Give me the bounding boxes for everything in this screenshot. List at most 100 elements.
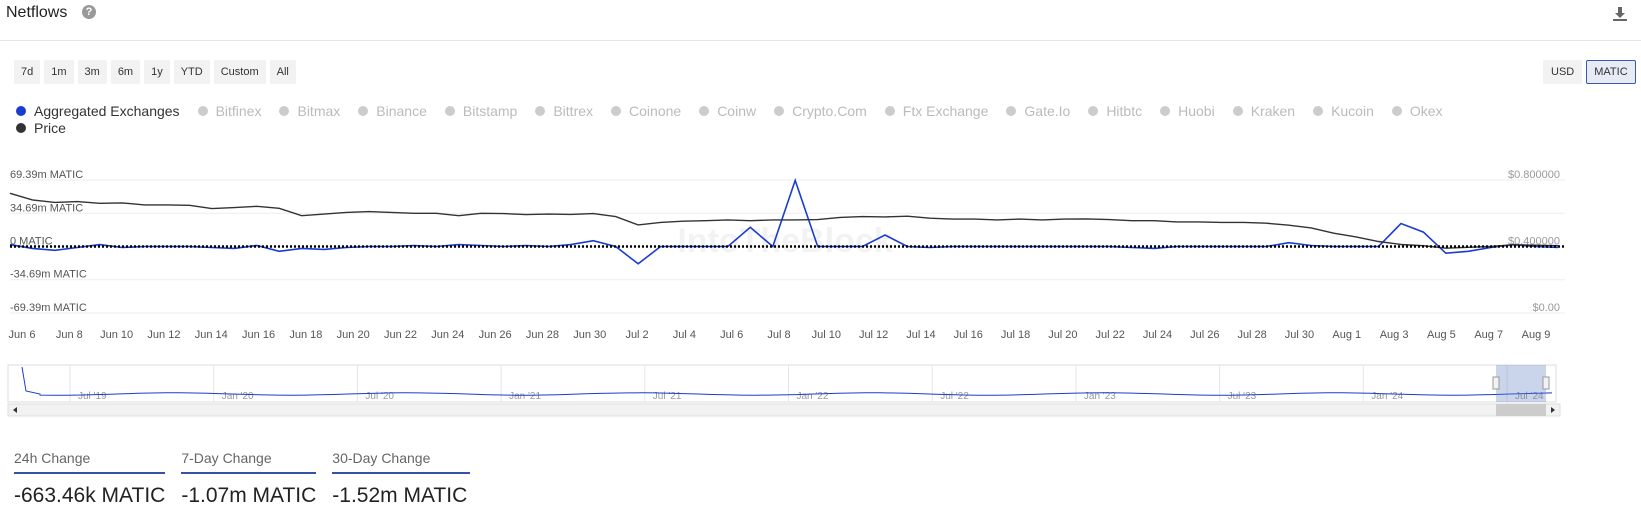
navigator-handle[interactable] (1492, 376, 1500, 390)
legend-item[interactable]: Bitmax (279, 103, 340, 119)
legend-item[interactable]: Coinone (611, 103, 681, 119)
y-left-tick-label: -69.39m MATIC (10, 302, 87, 314)
y-right-tick-label: $0.00 (1532, 302, 1560, 314)
x-tick-label: Jul 16 (954, 329, 983, 341)
range-1y-button[interactable]: 1y (144, 60, 170, 84)
navigator-chart[interactable]: Jul '19 Jan '20 Jul '20 Jan '21 Jul '21 Jan '… (0, 363, 1641, 418)
legend-label: Bittrex (553, 103, 594, 119)
y-left-tick-label: 0 MATIC (10, 236, 53, 248)
legend-item[interactable]: Hitbtc (1088, 103, 1142, 119)
legend-label: Bitstamp (462, 103, 518, 119)
legend-label: Coinw (717, 103, 757, 119)
range-ytd-button[interactable]: YTD (173, 60, 210, 84)
x-tick-label: Jul 24 (1143, 329, 1172, 341)
download-icon[interactable] (1612, 6, 1628, 22)
unit-matic-button[interactable]: MATIC (1586, 60, 1636, 84)
range-6m-button[interactable]: 6m (110, 60, 141, 84)
legend-item[interactable]: Coinw (699, 103, 756, 119)
x-tick-label: Jun 16 (242, 329, 275, 341)
legend-item[interactable]: Crypto.Com (774, 103, 867, 119)
y-left-tick-label: 34.69m MATIC (10, 202, 83, 214)
x-tick-label: Jul 20 (1048, 329, 1077, 341)
legend-item[interactable]: Aggregated Exchanges (16, 103, 180, 119)
x-tick-label: Jun 30 (573, 329, 606, 341)
legend-item[interactable]: Ftx Exchange (884, 103, 989, 119)
navigator-tick-label: Jul '22 (940, 391, 969, 402)
x-tick-label: Jun 8 (56, 329, 83, 341)
legend-item[interactable]: Okex (1391, 103, 1443, 119)
main-chart: IntoTheBlock 69.39m MATIC 34.69m MATIC 0 MA… (9, 170, 1565, 341)
range-all-button[interactable]: All (269, 60, 296, 84)
legend-dot-icon (1391, 106, 1402, 116)
legend-item[interactable]: Gate.Io (1006, 103, 1070, 119)
page-title: Netflows (6, 4, 68, 21)
legend-item[interactable]: Kraken (1232, 103, 1296, 119)
x-tick-label: Jul 8 (767, 329, 790, 341)
legend-dot-icon (1160, 106, 1171, 116)
change-30d-label: 30-Day Change (332, 450, 471, 474)
legend-dot-icon (1313, 106, 1324, 116)
legend-label: Aggregated Exchanges (34, 103, 180, 119)
legend-dot-icon (1006, 106, 1017, 116)
legend-item[interactable]: Price (16, 120, 66, 136)
x-tick-label: Jun 14 (195, 329, 228, 341)
range-1m-button[interactable]: 1m (44, 60, 74, 84)
legend-label: Price (34, 120, 66, 136)
navigator-tick-label: Jul '21 (653, 391, 682, 402)
x-tick-label: Jun 26 (479, 329, 512, 341)
x-tick-label: Jun 18 (289, 329, 322, 341)
navigator-series-line (21, 366, 1553, 396)
legend-item[interactable]: Huobi (1160, 103, 1215, 119)
legend-dot-icon (774, 106, 785, 116)
change-7d-label: 7-Day Change (181, 450, 317, 474)
legend-dot-icon (1232, 106, 1243, 116)
x-tick-label: Jul 6 (720, 329, 743, 341)
legend-label: Kucoin (1331, 103, 1374, 119)
legend-item[interactable]: Bitfinex (197, 103, 261, 119)
y-left-tick-label: 69.39m MATIC (10, 170, 83, 181)
legend-item[interactable]: Bitstamp (444, 103, 518, 119)
navigator-tick-label: Jan '23 (1084, 391, 1116, 402)
x-tick-label: Jul 22 (1096, 329, 1125, 341)
legend-label: Bitmax (297, 103, 341, 119)
navigator-tick-label: Jan '22 (797, 391, 829, 402)
unit-usd-button[interactable]: USD (1543, 60, 1583, 84)
legend-dot-icon (444, 106, 455, 116)
unit-selector: USD MATIC (1543, 60, 1636, 84)
range-7d-button[interactable]: 7d (14, 60, 41, 84)
x-tick-label: Aug 9 (1522, 329, 1551, 341)
x-tick-label: Jul 18 (1001, 329, 1030, 341)
navigator-handle[interactable] (1542, 376, 1550, 390)
change-30d-value: -1.52m MATIC (332, 484, 468, 507)
legend-item[interactable]: Bittrex (535, 103, 593, 119)
x-tick-label: Jun 20 (337, 329, 370, 341)
legend-item[interactable]: Kucoin (1313, 103, 1374, 119)
x-tick-label: Jun 22 (384, 329, 417, 341)
range-custom-button[interactable]: Custom (213, 60, 266, 84)
legend-dot-icon (16, 123, 26, 133)
navigator-tick-label: Jul '23 (1228, 391, 1257, 402)
legend-label: Ftx Exchange (902, 103, 989, 119)
navigator-selection[interactable] (1496, 365, 1546, 402)
range-3m-button[interactable]: 3m (77, 60, 107, 84)
legend-label: Kraken (1250, 103, 1296, 119)
scroll-right-icon[interactable] (1551, 407, 1555, 413)
navigator-tick-label: Jan '24 (1371, 391, 1403, 402)
x-tick-label: Jul 26 (1190, 329, 1219, 341)
scroll-left-icon[interactable] (13, 407, 17, 413)
chart-legend: Aggregated Exchanges Bitfinex Bitmax Binanc… (16, 103, 1616, 137)
change-24h-label: 24h Change (14, 450, 166, 474)
legend-item[interactable]: Binance (358, 103, 427, 119)
legend-label: Huobi (1178, 103, 1215, 119)
legend-label: Binance (376, 103, 427, 119)
legend-label: Hitbtc (1106, 103, 1143, 119)
change-24h: 24h Change -663.46k MATIC (14, 450, 166, 508)
legend-label: Gate.Io (1024, 103, 1071, 119)
legend-dot-icon (16, 106, 26, 116)
navigator-scrollbar-thumb[interactable] (1496, 404, 1546, 416)
help-icon[interactable]: ? (82, 5, 96, 19)
navigator-scrollbar[interactable] (7, 403, 1561, 417)
range-selector: 7d 1m 3m 6m 1y YTD Custom All (14, 60, 296, 84)
navigator-tick-label: Jul '24 (1515, 391, 1544, 402)
legend-dot-icon (279, 106, 290, 116)
